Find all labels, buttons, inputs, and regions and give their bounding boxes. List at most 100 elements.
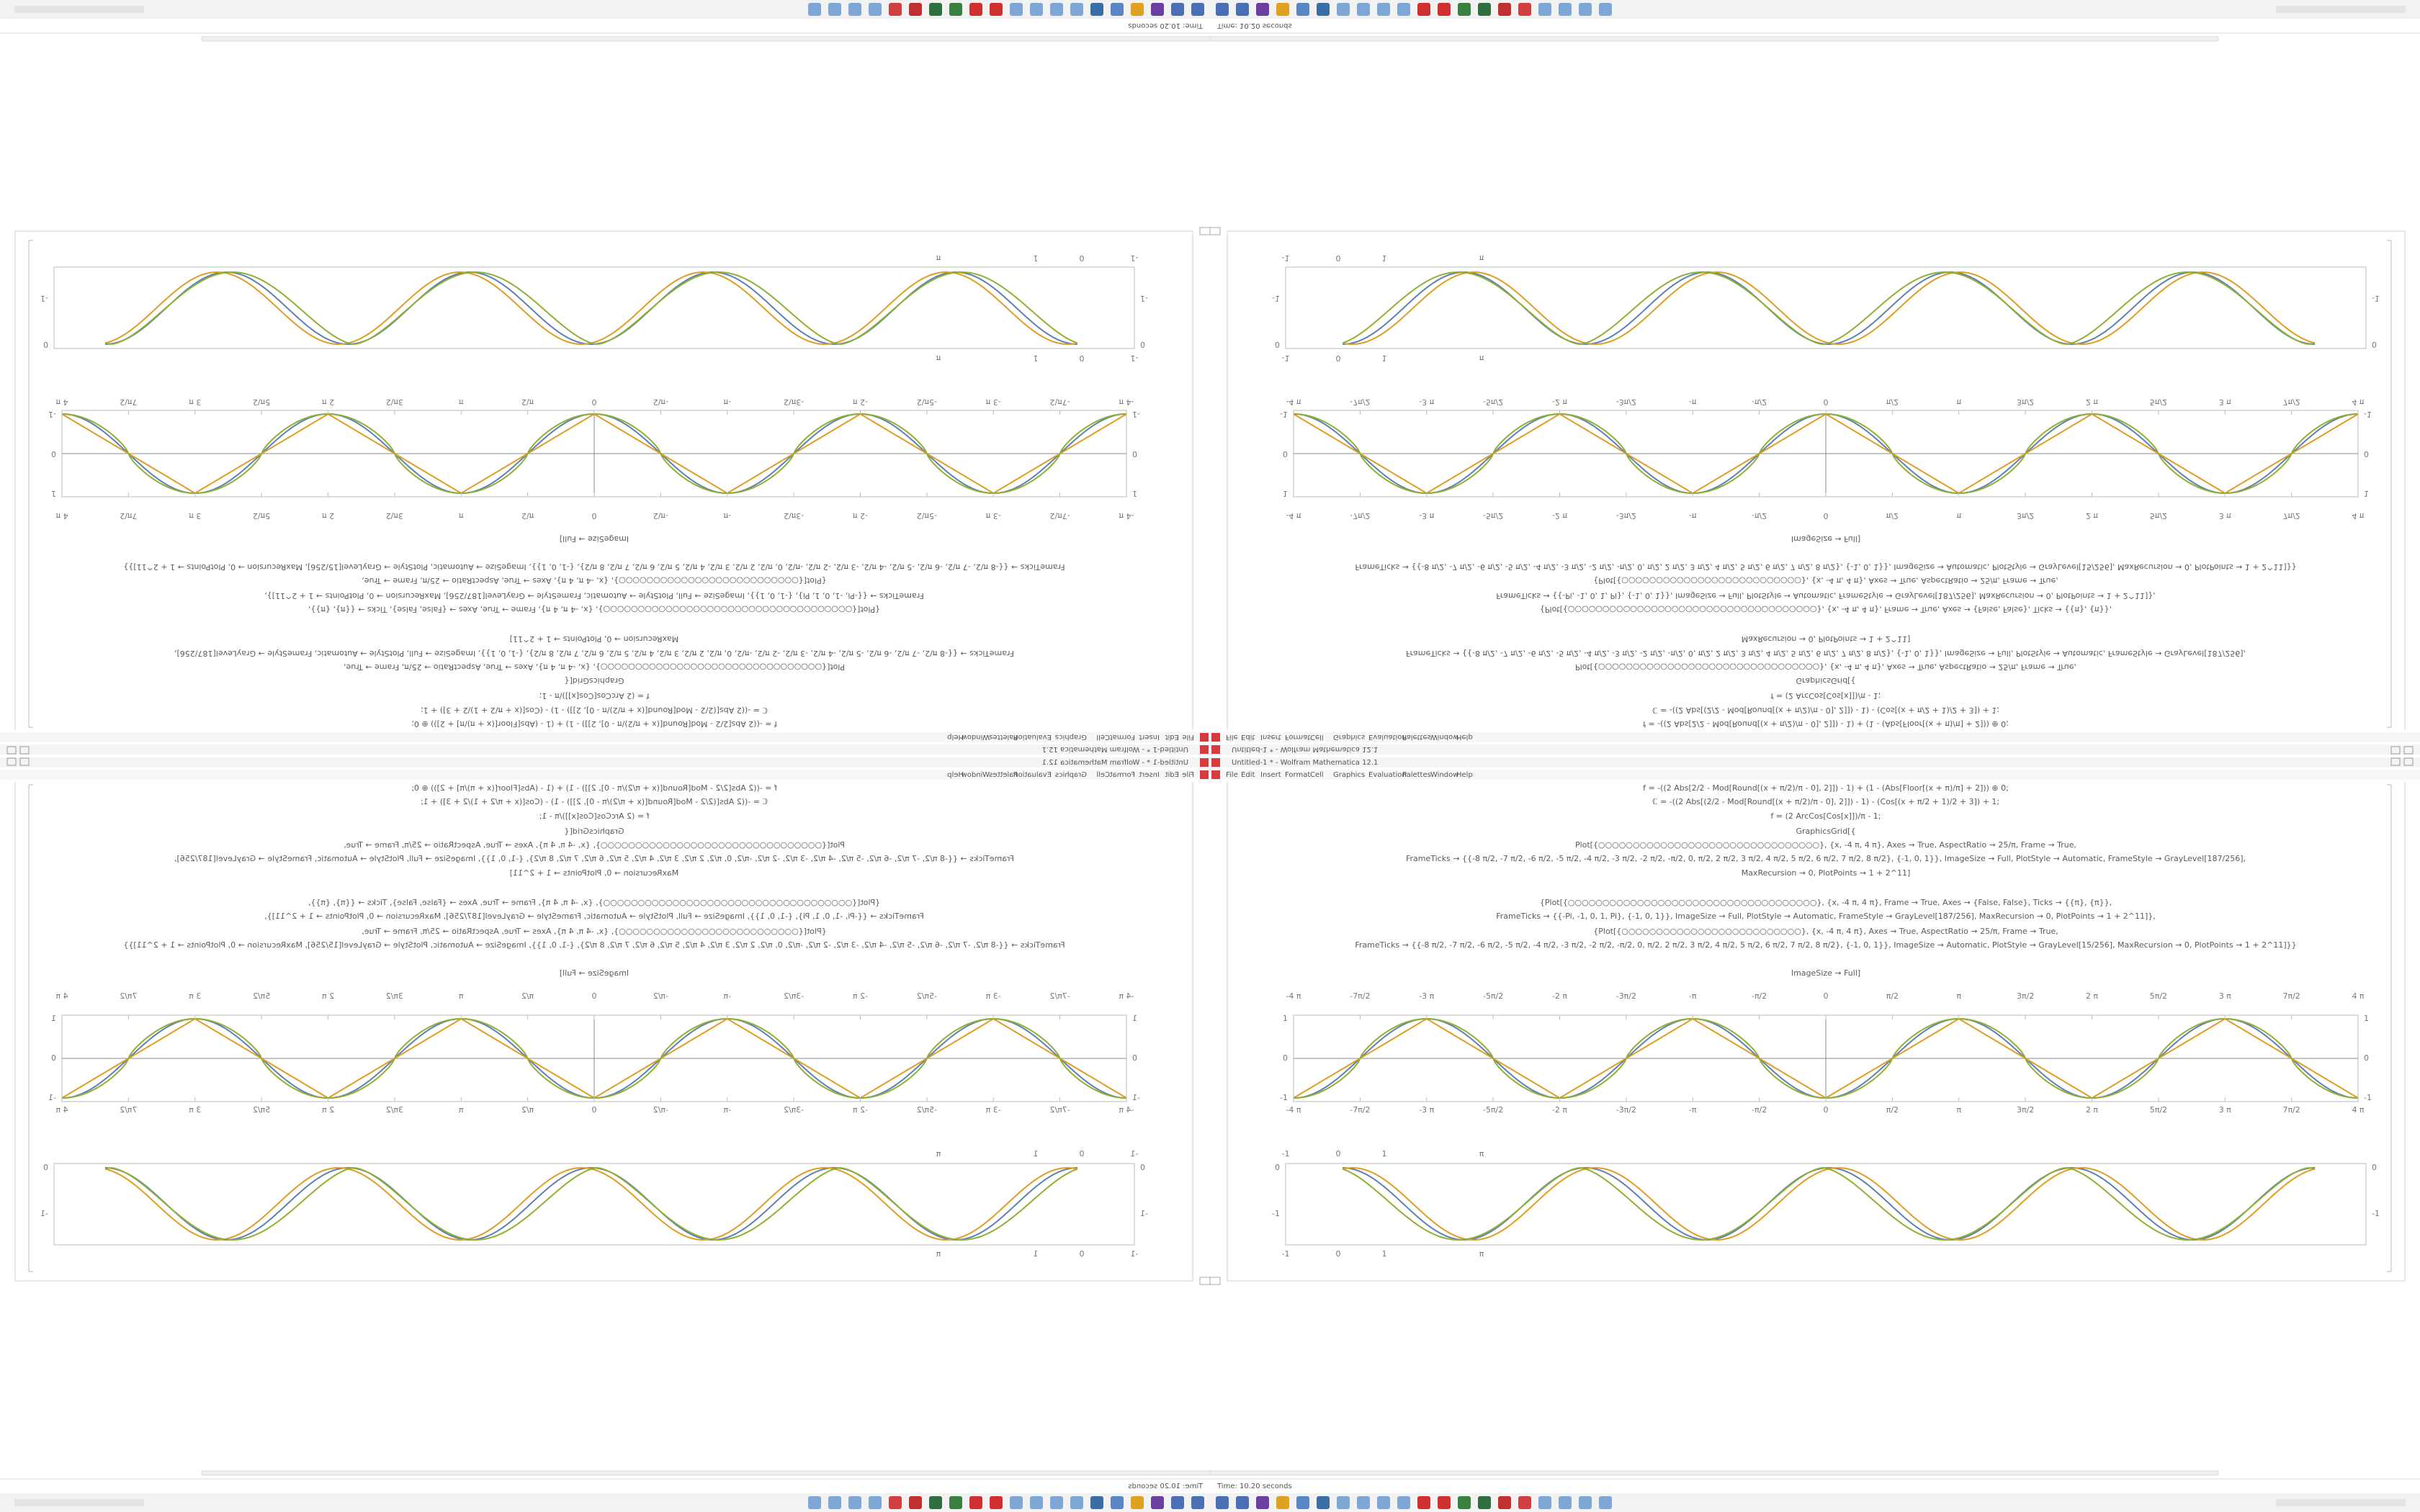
menu-item[interactable]: Palettes: [1402, 733, 1431, 741]
taskbar-icon[interactable]: [828, 3, 841, 16]
taskbar-icon[interactable]: [1296, 1496, 1309, 1509]
taskbar-icon[interactable]: [1559, 1496, 1572, 1509]
window-button[interactable]: [6, 746, 17, 755]
taskbar-icon[interactable]: [848, 3, 861, 16]
menu-item[interactable]: Insert: [1139, 733, 1160, 741]
taskbar-icon[interactable]: [828, 1496, 841, 1509]
taskbar-icon[interactable]: [1236, 1496, 1249, 1509]
menu-item[interactable]: Format: [1110, 771, 1135, 779]
menu-item[interactable]: Insert: [1260, 771, 1281, 779]
taskbar-icon[interactable]: [1498, 1496, 1511, 1509]
taskbar-icon[interactable]: [1317, 1496, 1330, 1509]
close-icon[interactable]: [1211, 745, 1220, 754]
taskbar-icon[interactable]: [1357, 3, 1370, 16]
menu-item[interactable]: Help: [1456, 771, 1473, 779]
taskbar-icon[interactable]: [1171, 3, 1184, 16]
close-icon[interactable]: [1200, 758, 1209, 767]
taskbar-icon[interactable]: [1438, 1496, 1451, 1509]
taskbar-icon[interactable]: [1191, 1496, 1204, 1509]
window-button[interactable]: [2390, 746, 2401, 755]
menu-item[interactable]: Graphics: [1333, 733, 1365, 741]
taskbar-icon[interactable]: [1518, 1496, 1531, 1509]
menu-item[interactable]: Edit: [1241, 733, 1255, 741]
menu-icon[interactable]: [1211, 770, 1220, 779]
menu-item[interactable]: Window: [1430, 771, 1458, 779]
taskbar-icon[interactable]: [1010, 1496, 1023, 1509]
taskbar-icon[interactable]: [1171, 1496, 1184, 1509]
menu-item[interactable]: Format: [1285, 771, 1310, 779]
menu-item[interactable]: Cell: [1096, 733, 1110, 741]
menu-item[interactable]: File: [1182, 733, 1194, 741]
menu-item[interactable]: Help: [947, 733, 964, 741]
menu-item[interactable]: Insert: [1139, 771, 1160, 779]
taskbar-icon[interactable]: [909, 1496, 922, 1509]
window-button[interactable]: [2403, 757, 2414, 766]
taskbar-icon[interactable]: [1050, 1496, 1063, 1509]
taskbar-icon[interactable]: [1317, 3, 1330, 16]
taskbar-icon[interactable]: [1090, 1496, 1103, 1509]
close-icon[interactable]: [1200, 745, 1209, 754]
taskbar-icon[interactable]: [1478, 1496, 1491, 1509]
taskbar-icon[interactable]: [1438, 3, 1451, 16]
menu-item[interactable]: Evaluation: [1368, 733, 1407, 741]
taskbar-icon[interactable]: [869, 1496, 882, 1509]
window-button[interactable]: [2403, 746, 2414, 755]
taskbar-icon[interactable]: [1216, 1496, 1229, 1509]
taskbar-icon[interactable]: [1050, 3, 1063, 16]
taskbar-icon[interactable]: [1458, 1496, 1471, 1509]
taskbar-icon[interactable]: [848, 1496, 861, 1509]
taskbar-icon[interactable]: [1111, 1496, 1124, 1509]
taskbar-icon[interactable]: [1070, 3, 1083, 16]
taskbar-icon[interactable]: [1397, 1496, 1410, 1509]
taskbar-icon[interactable]: [1458, 3, 1471, 16]
window-button[interactable]: [19, 757, 30, 766]
taskbar-icon[interactable]: [1296, 3, 1309, 16]
taskbar-icon[interactable]: [1216, 3, 1229, 16]
close-icon[interactable]: [1211, 758, 1220, 767]
taskbar-icon[interactable]: [990, 3, 1003, 16]
taskbar-icon[interactable]: [1191, 3, 1204, 16]
taskbar-icon[interactable]: [1417, 3, 1430, 16]
taskbar-icon[interactable]: [808, 1496, 821, 1509]
window-button[interactable]: [2390, 757, 2401, 766]
taskbar-icon[interactable]: [1417, 1496, 1430, 1509]
taskbar-icon[interactable]: [929, 3, 942, 16]
taskbar-icon[interactable]: [1518, 3, 1531, 16]
taskbar-icon[interactable]: [1151, 1496, 1164, 1509]
menu-item[interactable]: Edit: [1165, 733, 1179, 741]
taskbar-icon[interactable]: [1337, 3, 1350, 16]
taskbar-icon[interactable]: [969, 3, 982, 16]
scroll-button[interactable]: [1209, 227, 1221, 235]
taskbar-icon[interactable]: [1397, 3, 1410, 16]
menu-item[interactable]: Palettes: [1402, 771, 1431, 779]
taskbar-icon[interactable]: [1030, 1496, 1043, 1509]
menu-item[interactable]: File: [1226, 733, 1238, 741]
taskbar-icon[interactable]: [1377, 3, 1390, 16]
taskbar-icon[interactable]: [1276, 1496, 1289, 1509]
menu-item[interactable]: Evaluation: [1368, 771, 1407, 779]
taskbar-icon[interactable]: [1256, 3, 1269, 16]
taskbar-icon[interactable]: [1236, 3, 1249, 16]
taskbar-icon[interactable]: [1357, 1496, 1370, 1509]
taskbar-icon[interactable]: [889, 1496, 902, 1509]
taskbar-icon[interactable]: [990, 1496, 1003, 1509]
taskbar-icon[interactable]: [1010, 3, 1023, 16]
menu-item[interactable]: Evaluation: [1013, 733, 1052, 741]
taskbar-icon[interactable]: [1111, 3, 1124, 16]
menu-item[interactable]: Graphics: [1055, 771, 1087, 779]
taskbar-icon[interactable]: [1151, 3, 1164, 16]
menu-item[interactable]: Edit: [1165, 771, 1179, 779]
taskbar-icon[interactable]: [889, 3, 902, 16]
scroll-button[interactable]: [1199, 227, 1211, 235]
scroll-button[interactable]: [1199, 1277, 1211, 1285]
menu-item[interactable]: Format: [1110, 733, 1135, 741]
taskbar-icon[interactable]: [869, 3, 882, 16]
taskbar-icon[interactable]: [1070, 1496, 1083, 1509]
taskbar-icon[interactable]: [949, 1496, 962, 1509]
menu-item[interactable]: Graphics: [1333, 771, 1365, 779]
menu-item[interactable]: File: [1226, 771, 1238, 779]
menu-icon[interactable]: [1200, 770, 1209, 779]
menu-item[interactable]: File: [1182, 771, 1194, 779]
menu-item[interactable]: Window: [962, 733, 990, 741]
taskbar-icon[interactable]: [949, 3, 962, 16]
